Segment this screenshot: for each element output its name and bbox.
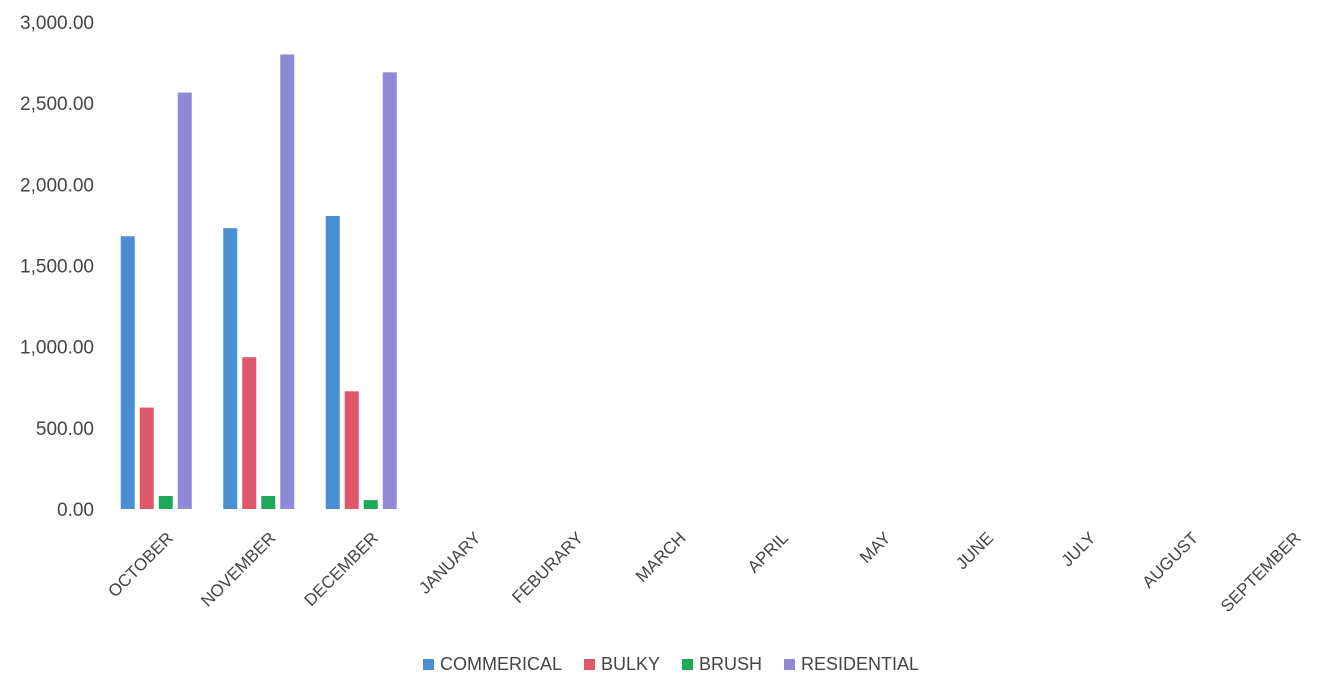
legend-item: BRUSH [682,654,762,675]
y-tick-label: 1,500.00 [20,257,94,278]
legend-swatch [583,659,595,670]
x-tick-label: AUGUST [1139,528,1203,592]
x-tick-label: APRIL [744,528,792,576]
bar-brush [363,500,378,509]
x-tick-label: DECEMBER [301,528,383,610]
bar-bulky [139,407,154,509]
legend-item: BULKY [583,654,660,675]
bar-bulky [242,357,257,509]
bar-residential [280,54,295,509]
bar-brush [158,496,173,509]
bar-commerical [325,215,340,509]
x-tick-label: JUNE [952,528,997,573]
bar-commerical [120,236,135,509]
legend-item: COMMERICAL [422,654,562,675]
y-tick-label: 2,000.00 [20,175,94,196]
x-tick-label: JANUARY [415,528,484,597]
legend-label: BULKY [600,654,660,674]
y-tick-label: 500.00 [36,419,94,440]
bar-bulky [344,391,359,509]
x-tick-label: SEPTEMBER [1217,528,1305,616]
x-tick-label: MARCH [632,528,690,586]
x-tick-label: NOVEMBER [197,528,279,610]
legend-swatch [422,659,434,670]
y-tick-label: 1,000.00 [20,338,94,359]
bar-residential [177,92,192,510]
x-tick-label: FEBURARY [508,528,587,607]
legend-label: COMMERICAL [439,654,562,674]
x-tick-label: MAY [856,528,895,567]
bar-residential [382,72,397,509]
bar-brush [261,496,276,509]
legend-swatch [682,659,693,670]
legend-label: RESIDENTIAL [801,654,920,674]
x-tick-label: OCTOBER [104,528,177,601]
y-tick-label: 2,500.00 [20,94,94,115]
bar-commerical [223,228,238,509]
legend-item: RESIDENTIAL [784,654,919,675]
legend-label: BRUSH [699,654,763,674]
legend-swatch [784,659,796,670]
y-tick-label: 0.00 [57,500,94,521]
x-tick-label: JULY [1058,528,1100,570]
y-tick-label: 3,000.00 [20,13,94,34]
legend: COMMERICAL BULKY BRUSH RESIDENTIAL [0,654,1342,675]
